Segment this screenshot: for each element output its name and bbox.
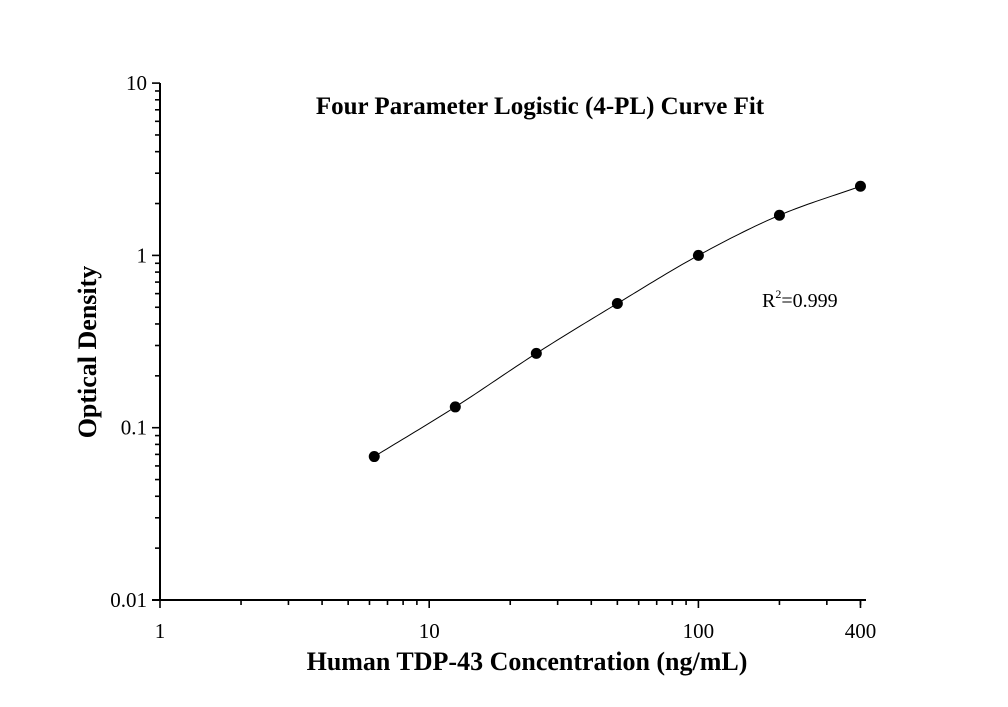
x-tick-label: 1 [155, 619, 166, 643]
y-tick-label: 0.1 [121, 416, 147, 440]
r2-superscript: 2 [775, 287, 781, 301]
x-tick-label: 400 [845, 619, 877, 643]
r2-base: R [762, 290, 776, 312]
x-tick-label: 100 [683, 619, 715, 643]
x-tick-label: 10 [419, 619, 440, 643]
data-point [530, 347, 542, 359]
x-tick-labels: 1 10 100 400 [155, 619, 876, 643]
data-point [692, 249, 704, 261]
y-tick-labels: 0.01 0.1 1 10 [110, 71, 147, 612]
data-points [368, 180, 866, 463]
y-tick-label: 10 [126, 71, 147, 95]
r-squared-annotation: R2=0.999 [762, 287, 838, 312]
fit-curve [373, 185, 861, 457]
chart-title: Four Parameter Logistic (4-PL) Curve Fit [316, 93, 765, 120]
data-point [368, 451, 380, 463]
data-point [611, 297, 623, 309]
data-point [854, 180, 866, 192]
x-axis-label: Human TDP-43 Concentration (ng/mL) [307, 647, 748, 676]
y-tick-label: 0.01 [110, 588, 147, 612]
axes [152, 83, 866, 601]
r2-value: =0.999 [781, 290, 837, 312]
y-tick-label: 1 [137, 243, 148, 267]
y-axis-label: Optical Density [73, 266, 102, 439]
y-axis-ticks [152, 82, 160, 601]
data-point [773, 209, 785, 221]
data-point [449, 401, 461, 413]
x-axis-ticks [159, 600, 862, 608]
